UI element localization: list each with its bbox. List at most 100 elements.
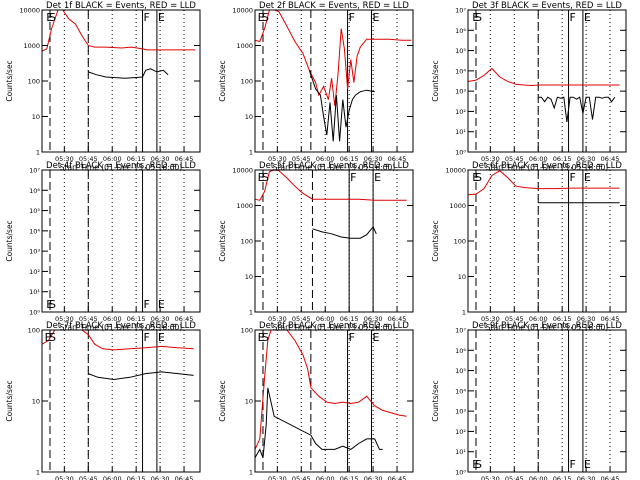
panel-8: Det 8f BLACK = Events, RED = LLD 1 10 100 05… (218, 321, 414, 480)
x-tick-label: 06:00 (316, 155, 335, 163)
x-tick-label: 06:45 (175, 315, 194, 323)
plot-frame (41, 329, 201, 473)
marker-label-e: E (258, 171, 265, 184)
marker-label-f: F (570, 171, 576, 184)
panel-title: Det 5f BLACK = Events, RED = LLD (259, 161, 409, 171)
y-tick-label: 10⁵ (455, 367, 466, 375)
marker-label-e: E (584, 458, 591, 471)
x-tick-label: 06:00 (103, 315, 122, 323)
x-tick-label: 06:15 (127, 475, 146, 480)
x-tick-label: 05:30 (268, 315, 287, 323)
x-tick-label: 05:30 (268, 155, 287, 163)
y-tick-label: 10000 (232, 7, 253, 15)
x-axis-label: Start Time (01-Dec-15 05:16:00) (273, 163, 395, 172)
y-tick-label: 10³ (455, 88, 466, 96)
panel-3: Det 3f BLACK = Events, RED = LLD 10⁰ 10¹ 10… (431, 1, 627, 172)
marker-label-f: F (350, 171, 356, 184)
x-tick-label: 06:15 (127, 315, 146, 323)
panel-title: Det 1f BLACK = Events, RED = LLD (46, 1, 196, 11)
panel-title: Det 7f BLACK = Events, RED = LLD (46, 321, 196, 331)
marker-label-s: S (262, 11, 269, 24)
x-tick-label: 05:45 (292, 475, 311, 480)
panel-title: Det 9f BLACK = Events, RED = LLD (472, 321, 622, 331)
marker-label-s: S (475, 171, 482, 184)
marker-label-f: F (570, 11, 576, 24)
x-tick-label: 06:00 (529, 155, 548, 163)
x-tick-label: 05:45 (79, 475, 98, 480)
marker-label-e: E (373, 331, 380, 344)
x-tick-label: 06:15 (340, 155, 359, 163)
marker-label-e: E (158, 11, 165, 24)
x-tick-label: 06:30 (364, 475, 383, 480)
x-tick-label: 06:30 (151, 315, 170, 323)
x-tick-label: 06:30 (577, 155, 596, 163)
x-tick-label: 06:30 (151, 155, 170, 163)
plot-frame (254, 169, 414, 313)
events-series (308, 70, 375, 142)
y-tick-label: 1 (36, 469, 40, 477)
y-tick-label: 10⁷ (455, 7, 466, 15)
x-tick-label: 06:30 (577, 315, 596, 323)
y-tick-label: 10³ (455, 408, 466, 416)
y-tick-label: 1 (462, 309, 466, 317)
y-tick-label: 1000 (23, 42, 40, 50)
lld-series (254, 169, 407, 201)
x-tick-label: 06:00 (316, 315, 335, 323)
panel-4: Det 4f BLACK = Events, RED = LLD 10⁰ 10¹ 10… (5, 161, 201, 332)
lld-series (467, 67, 620, 87)
x-tick-label: 06:00 (529, 475, 548, 480)
plot-frame (41, 169, 201, 313)
x-tick-label: 05:45 (79, 315, 98, 323)
y-tick-label: 10 (245, 273, 253, 281)
marker-label-e: E (472, 458, 479, 471)
lld-series (254, 9, 412, 106)
x-axis-label: Start Time (01-Dec-15 05:16:00) (273, 323, 395, 332)
y-tick-label: 1 (249, 309, 253, 317)
marker-label-e: E (158, 331, 165, 344)
panel-title: Det 8f BLACK = Events, RED = LLD (259, 321, 409, 331)
marker-label-s: S (475, 11, 482, 24)
plot-frame (467, 169, 627, 313)
x-tick-label: 06:00 (103, 155, 122, 163)
y-tick-label: 10000 (445, 167, 466, 175)
x-tick-label: 05:45 (292, 315, 311, 323)
marker-label-f: F (144, 298, 150, 311)
x-tick-label: 06:45 (175, 155, 194, 163)
y-tick-label: 100 (454, 238, 466, 246)
plot-frame (41, 9, 201, 153)
y-axis-label: Counts/sec (218, 220, 227, 261)
y-tick-label: 10⁴ (455, 67, 466, 75)
y-tick-label: 1000 (449, 202, 466, 210)
x-tick-label: 05:30 (268, 475, 287, 480)
y-tick-label: 10⁴ (455, 387, 466, 395)
plot-frame (467, 9, 627, 153)
x-tick-label: 06:30 (151, 475, 170, 480)
marker-label-s: S (262, 331, 269, 344)
y-axis-label: Counts/sec (218, 380, 227, 421)
marker-label-s: S (475, 458, 482, 471)
panel-title: Det 4f BLACK = Events, RED = LLD (46, 161, 196, 171)
x-axis-label: Start Time (01-Dec-15 05:16:00) (60, 323, 182, 332)
marker-label-e: E (158, 298, 165, 311)
y-tick-label: 10⁷ (29, 167, 40, 175)
events-series (538, 96, 616, 123)
x-tick-label: 05:45 (79, 155, 98, 163)
y-axis-label: Counts/sec (5, 60, 14, 101)
x-tick-label: 06:15 (127, 155, 146, 163)
marker-label-e: E (373, 11, 380, 24)
x-tick-label: 05:30 (481, 315, 500, 323)
lld-series (254, 329, 407, 450)
y-tick-label: 100 (241, 327, 253, 335)
y-axis-label: Counts/sec (431, 380, 440, 421)
y-axis-label: Counts/sec (431, 220, 440, 261)
x-tick-label: 06:15 (553, 155, 572, 163)
panel-7: Det 7f BLACK = Events, RED = LLD 1 10 100 05… (5, 321, 201, 480)
x-tick-label: 06:30 (364, 315, 383, 323)
marker-label-e: E (472, 171, 479, 184)
y-tick-label: 1 (249, 149, 253, 157)
y-tick-label: 10¹ (455, 448, 466, 456)
events-series (88, 371, 194, 381)
events-series (88, 68, 169, 79)
x-tick-label: 06:15 (553, 475, 572, 480)
x-tick-label: 06:15 (553, 315, 572, 323)
